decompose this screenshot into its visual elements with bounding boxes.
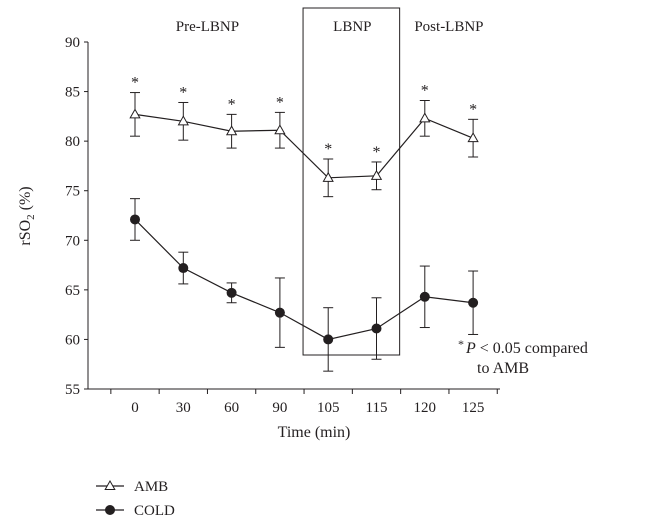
x-axis-title: Time (min) <box>278 424 351 441</box>
amb-point <box>274 124 286 135</box>
svg-text:*P < 0.05 compared: * P < 0.05 compared <box>458 337 588 357</box>
x-tick-label: 115 <box>366 400 388 416</box>
cold-point <box>130 214 140 225</box>
significance-star: * <box>373 144 381 161</box>
y-tick-label: 90 <box>65 35 80 51</box>
y-tick-label: 65 <box>65 283 80 299</box>
y-tick-label: 75 <box>65 184 80 200</box>
phase-label: Pre-LBNP <box>176 19 239 35</box>
amb-point <box>129 108 141 119</box>
note-asterisk: * <box>458 337 464 351</box>
y-tick-label: 85 <box>65 85 80 101</box>
series-layer: * * * * * * * * <box>129 75 479 372</box>
y-tick-label: 70 <box>65 233 80 249</box>
y-tick-label: 80 <box>65 134 80 150</box>
cold-point <box>468 297 479 308</box>
cold-point <box>226 287 237 298</box>
cold-point <box>371 323 382 334</box>
x-tick-label: 105 <box>317 400 340 416</box>
note-line2: to AMB <box>477 360 529 377</box>
amb-point <box>467 132 479 143</box>
amb-point <box>322 171 334 182</box>
y-tick-label: 60 <box>65 332 80 348</box>
significance-star: * <box>421 82 429 99</box>
lbnp-phase-box <box>302 7 401 356</box>
amb-point <box>419 112 431 123</box>
amb-legend-marker <box>104 479 116 490</box>
phase-labels: Pre-LBNP LBNP Post-LBNP <box>176 19 484 35</box>
cold-series-line <box>134 219 474 341</box>
x-tick-label: 125 <box>462 400 485 416</box>
cold-point <box>178 263 189 274</box>
significance-star: * <box>469 101 477 118</box>
cold-legend-label: COLD <box>134 503 175 519</box>
note-line1: < 0.05 compared <box>476 340 588 357</box>
significance-star: * <box>131 75 139 92</box>
x-tick-label: 0 <box>131 400 139 416</box>
y-tick-label: 55 <box>65 382 80 398</box>
amb-series-line <box>134 113 474 179</box>
phase-label: Post-LBNP <box>414 19 483 35</box>
cold-point <box>419 291 430 302</box>
y-ticks: 55 60 65 70 75 80 85 90 <box>65 35 88 398</box>
significance-star: * <box>324 141 332 158</box>
note-p-symbol: P <box>465 340 476 357</box>
cold-point <box>274 307 285 318</box>
significance-note: * P < 0.05 compared to AMB <box>458 337 588 377</box>
amb-legend-label: AMB <box>134 479 168 495</box>
legend: AMB COLD <box>96 479 175 519</box>
axes <box>87 42 500 390</box>
significance-star: * <box>228 96 236 113</box>
x-tick-label: 120 <box>414 400 437 416</box>
y-axis-title: rSO2 (%) <box>17 186 37 245</box>
cold-point <box>323 334 334 345</box>
amb-point <box>225 125 238 136</box>
phase-label: LBNP <box>333 19 371 35</box>
x-tick-label: 60 <box>224 400 239 416</box>
significance-star: * <box>179 84 187 101</box>
amb-point <box>177 115 189 126</box>
x-tick-label: 90 <box>272 400 287 416</box>
x-ticks: 0 30 60 90 105 115 120 125 <box>110 389 498 416</box>
x-tick-label: 30 <box>176 400 191 416</box>
amb-point <box>370 169 383 180</box>
cold-legend-marker <box>105 505 115 515</box>
significance-star: * <box>276 94 284 111</box>
